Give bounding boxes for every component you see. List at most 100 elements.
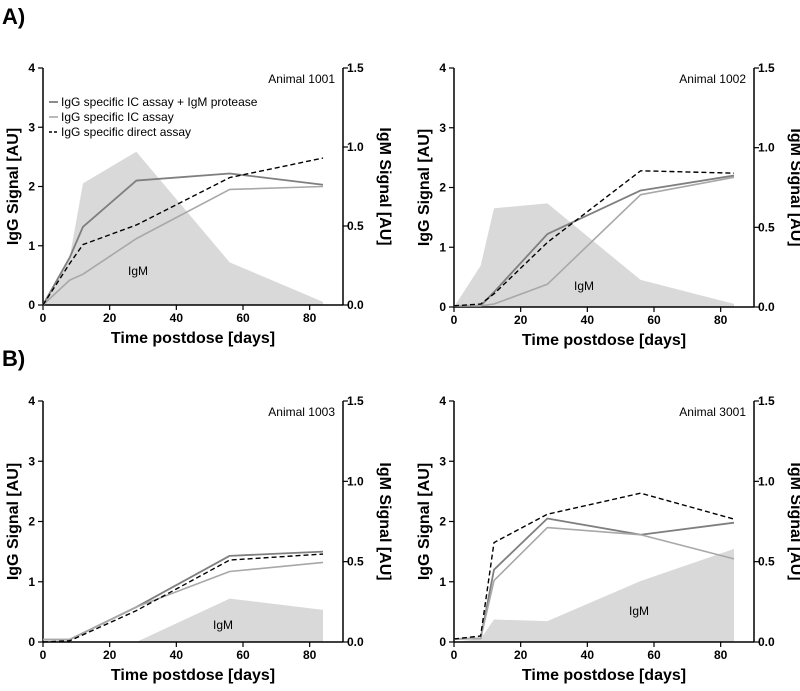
x-tick-label: 60	[236, 311, 250, 325]
x-axis-title: Time postdose [days]	[522, 667, 686, 684]
y-tick-label: 1	[28, 239, 35, 253]
series-line-direct	[42, 157, 324, 306]
igm-area-label: IgM	[629, 604, 649, 618]
panel-label-b: B)	[2, 346, 25, 371]
x-tick-label: 0	[451, 313, 458, 327]
y-tick-label: 1	[28, 575, 35, 589]
y-tick-label: 2	[439, 181, 446, 195]
x-tick-label: 40	[170, 311, 184, 325]
legend-label: IgG specific direct assay	[61, 125, 191, 139]
y2-axis-title: IgM Signal [AU]	[376, 127, 393, 245]
y2-tick-label: 0.5	[347, 219, 364, 233]
series-line-ic-assay	[43, 561, 324, 641]
x-tick-label: 20	[514, 313, 528, 327]
y2-tick-label: 1.5	[758, 394, 775, 408]
y-tick-label: 4	[28, 394, 35, 408]
x-tick-label: 0	[451, 648, 458, 662]
y2-tick-label: 0.0	[347, 298, 364, 312]
x-axis-title: Time postdose [days]	[111, 667, 275, 684]
series-line-ic-assay	[42, 185, 324, 306]
y-tick-label: 3	[28, 454, 35, 468]
y-tick-label: 3	[439, 454, 446, 468]
y2-tick-label: 1.0	[758, 141, 775, 155]
y-axis-title: IgG Signal [AU]	[5, 463, 22, 580]
x-tick-label: 60	[647, 648, 661, 662]
series-line-ic-assay	[454, 176, 735, 307]
y-tick-label: 2	[439, 515, 446, 529]
series-line-direct	[453, 170, 735, 307]
chart-panel: 0 1 2 3 4 0.0 0.5 1.0 1.5 0 20 40 60 80 Animal 1003 IgM…	[5, 394, 393, 684]
igm-area	[454, 548, 734, 642]
y2-axis-title: IgM Signal [AU]	[787, 128, 800, 246]
x-tick-label: 40	[170, 648, 184, 662]
x-tick-label: 40	[581, 313, 595, 327]
y-axis-title: IgG Signal [AU]	[416, 463, 433, 580]
x-tick-label: 80	[714, 313, 728, 327]
y2-tick-label: 1.0	[347, 474, 364, 488]
y2-tick-label: 1.5	[347, 394, 364, 408]
igm-area	[43, 151, 323, 305]
animal-title: Animal 1003	[268, 405, 335, 419]
y2-axis-title: IgM Signal [AU]	[376, 462, 393, 580]
y-tick-label: 4	[28, 61, 35, 75]
x-axis-title: Time postdose [days]	[111, 330, 275, 347]
x-tick-label: 40	[581, 648, 595, 662]
y2-tick-label: 0.0	[758, 300, 775, 314]
y-tick-label: 4	[439, 61, 446, 75]
chart-panel: 0 1 2 3 4 0.0 0.5 1.0 1.5 0 20 40 60 80 Animal 1002 IgM…	[416, 61, 800, 349]
y-tick-label: 1	[439, 575, 446, 589]
y-tick-label: 2	[28, 180, 35, 194]
x-tick-label: 0	[40, 311, 47, 325]
chart-panel: 0 1 2 3 4 0.0 0.5 1.0 1.5 0 20 40 60 80 Animal 3001 IgM…	[416, 394, 800, 684]
series-line-ic-protease	[42, 172, 324, 306]
igm-area	[454, 203, 734, 307]
y2-tick-label: 1.0	[758, 474, 775, 488]
y2-tick-label: 0.0	[758, 635, 775, 649]
x-axis-title: Time postdose [days]	[522, 332, 686, 349]
y2-tick-label: 1.0	[347, 140, 364, 154]
x-tick-label: 0	[40, 648, 47, 662]
x-tick-label: 80	[303, 311, 317, 325]
legend: IgG specific IC assay + IgM proteaseIgG …	[49, 95, 258, 139]
y-tick-label: 0	[439, 635, 446, 649]
series-line-ic-assay	[453, 526, 735, 640]
y-axis-title: IgG Signal [AU]	[416, 129, 433, 246]
y-tick-label: 0	[28, 635, 35, 649]
y-tick-label: 0	[28, 298, 35, 312]
igm-area	[43, 598, 323, 642]
igm-area-label: IgM	[574, 279, 594, 293]
y-tick-label: 3	[28, 120, 35, 134]
x-tick-label: 60	[647, 313, 661, 327]
chart-panel: 0 1 2 3 4 0.0 0.5 1.0 1.5 0 20 40 60 80 Animal 1001 IgM…	[5, 61, 393, 347]
x-tick-label: 80	[303, 648, 317, 662]
y2-tick-label: 1.5	[347, 61, 364, 75]
legend-label: IgG specific IC assay + IgM protease	[61, 95, 258, 109]
y-axis-title: IgG Signal [AU]	[5, 128, 22, 245]
x-tick-label: 20	[103, 648, 117, 662]
y-tick-label: 3	[439, 121, 446, 135]
y-tick-label: 0	[439, 300, 446, 314]
y2-tick-label: 0.5	[758, 555, 775, 569]
y2-tick-label: 0.5	[758, 220, 775, 234]
y-tick-label: 2	[28, 515, 35, 529]
legend-label: IgG specific IC assay	[61, 110, 174, 124]
y2-tick-label: 0.0	[347, 635, 364, 649]
y-tick-label: 4	[439, 394, 446, 408]
animal-title: Animal 3001	[679, 405, 746, 419]
animal-title: Animal 1002	[679, 72, 746, 86]
series-line-direct	[42, 553, 324, 643]
igm-area-label: IgM	[128, 264, 148, 278]
panel-label-a: A)	[2, 4, 25, 29]
y-tick-label: 1	[439, 240, 446, 254]
igm-area-label: IgM	[213, 618, 233, 632]
y2-tick-label: 1.5	[758, 61, 775, 75]
x-tick-label: 20	[103, 311, 117, 325]
x-tick-label: 20	[514, 648, 528, 662]
y2-tick-label: 0.5	[347, 555, 364, 569]
animal-title: Animal 1001	[268, 72, 335, 86]
x-tick-label: 80	[714, 648, 728, 662]
x-tick-label: 60	[236, 648, 250, 662]
y2-axis-title: IgM Signal [AU]	[787, 462, 800, 580]
